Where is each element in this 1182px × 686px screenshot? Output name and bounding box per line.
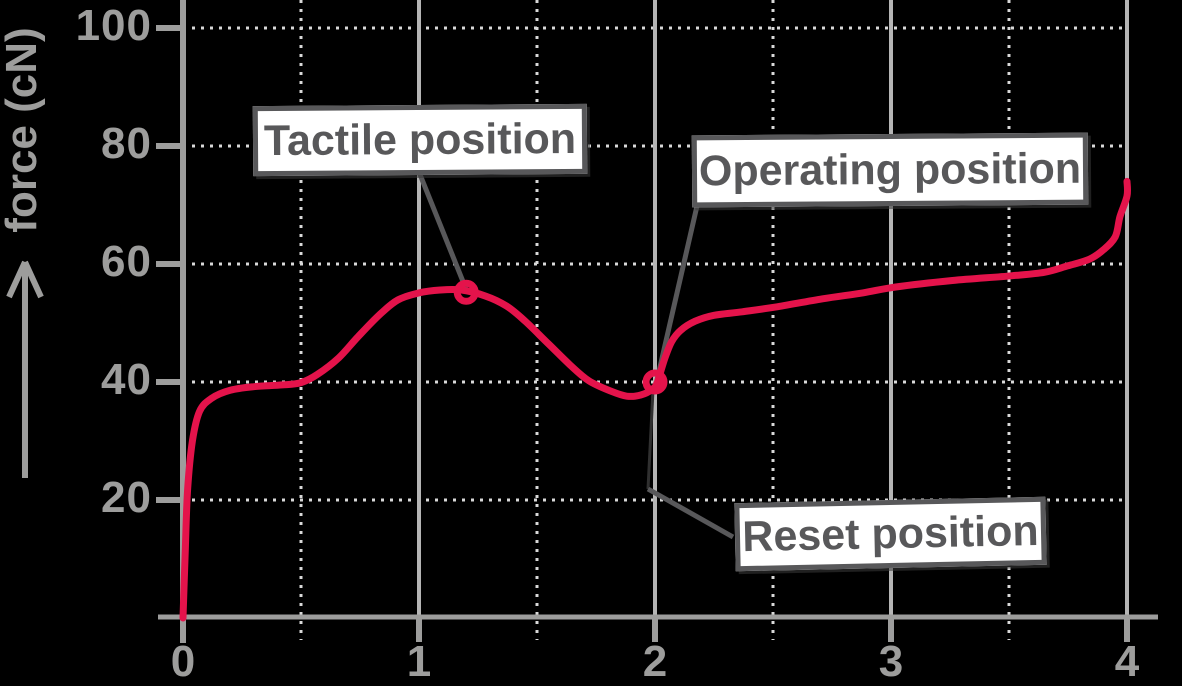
- leader-line-reset-upper: [646, 389, 655, 490]
- annotation-label-reset: Reset position: [741, 506, 1040, 561]
- leader-line-operating: [654, 205, 700, 381]
- x-tick-label: 4: [1114, 637, 1140, 686]
- y-axis-arrow-head: [22, 260, 44, 299]
- x-tick-label: 0: [170, 637, 196, 686]
- x-tick-label: 1: [406, 637, 432, 686]
- annotation-box-tactile: Tactile position: [252, 103, 588, 177]
- annotation-box-reset: Reset position: [734, 496, 1047, 572]
- force-curve: [179, 177, 1132, 622]
- curve-point-marker: [453, 279, 479, 305]
- y-tick-label: 100: [75, 1, 152, 50]
- y-tick-label: 60: [101, 237, 152, 286]
- y-tick-label: 80: [101, 119, 152, 168]
- curve-point-marker: [642, 369, 668, 395]
- x-tick-label: 2: [642, 637, 668, 686]
- leader-line-tactile: [416, 171, 469, 290]
- annotation-label-tactile: Tactile position: [263, 114, 577, 165]
- x-tick-label: 3: [878, 637, 904, 686]
- y-tick-label: 20: [101, 473, 152, 522]
- annotation-box-operating: Operating position: [691, 132, 1089, 208]
- leader-line-reset: [646, 486, 735, 540]
- annotation-label-operating: Operating position: [698, 144, 1082, 195]
- y-axis-arrow-head: [6, 260, 28, 299]
- y-tick-label: 40: [101, 355, 152, 404]
